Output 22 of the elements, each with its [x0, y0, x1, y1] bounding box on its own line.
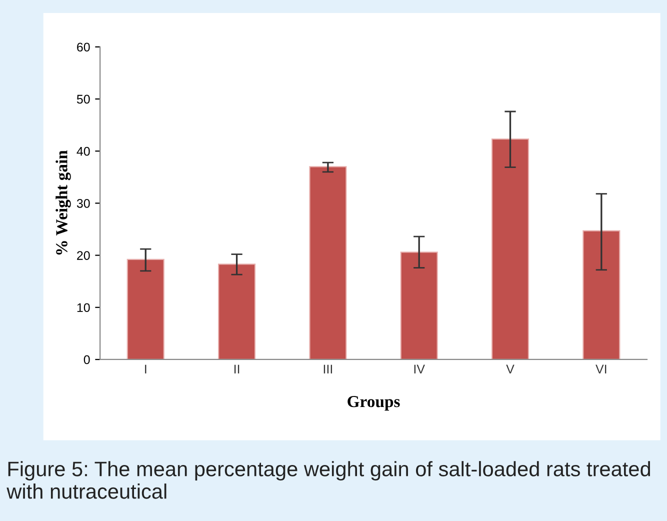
x-tick-label: VI — [596, 364, 606, 374]
y-tick-label: 20 — [77, 251, 90, 260]
bar — [309, 166, 347, 360]
y-tick-label: 40 — [76, 146, 90, 156]
bar — [491, 138, 530, 360]
x-tick-label: V — [506, 364, 514, 374]
bar — [400, 252, 438, 360]
x-axis-title: Groups — [348, 396, 400, 411]
x-tick-label: II — [234, 364, 240, 374]
x-tick-label: I — [145, 364, 146, 374]
y-tick-label: 50 — [76, 94, 90, 104]
bar — [582, 230, 620, 360]
y-tick-label: 10 — [77, 303, 90, 312]
bar — [126, 258, 164, 360]
y-tick-label: 60 — [77, 42, 90, 52]
x-tick-label: III — [324, 364, 332, 374]
x-tick-label: IV — [414, 364, 425, 374]
y-tick-label: 30 — [76, 198, 90, 208]
caption: Figure 5: The mean percentage weight gain of salt-loaded rats treated with nutraceutical — [6, 461, 650, 499]
y-tick-label: 0 — [84, 355, 90, 364]
y-axis-title: % Weight gain — [56, 150, 71, 255]
bar — [218, 264, 256, 360]
